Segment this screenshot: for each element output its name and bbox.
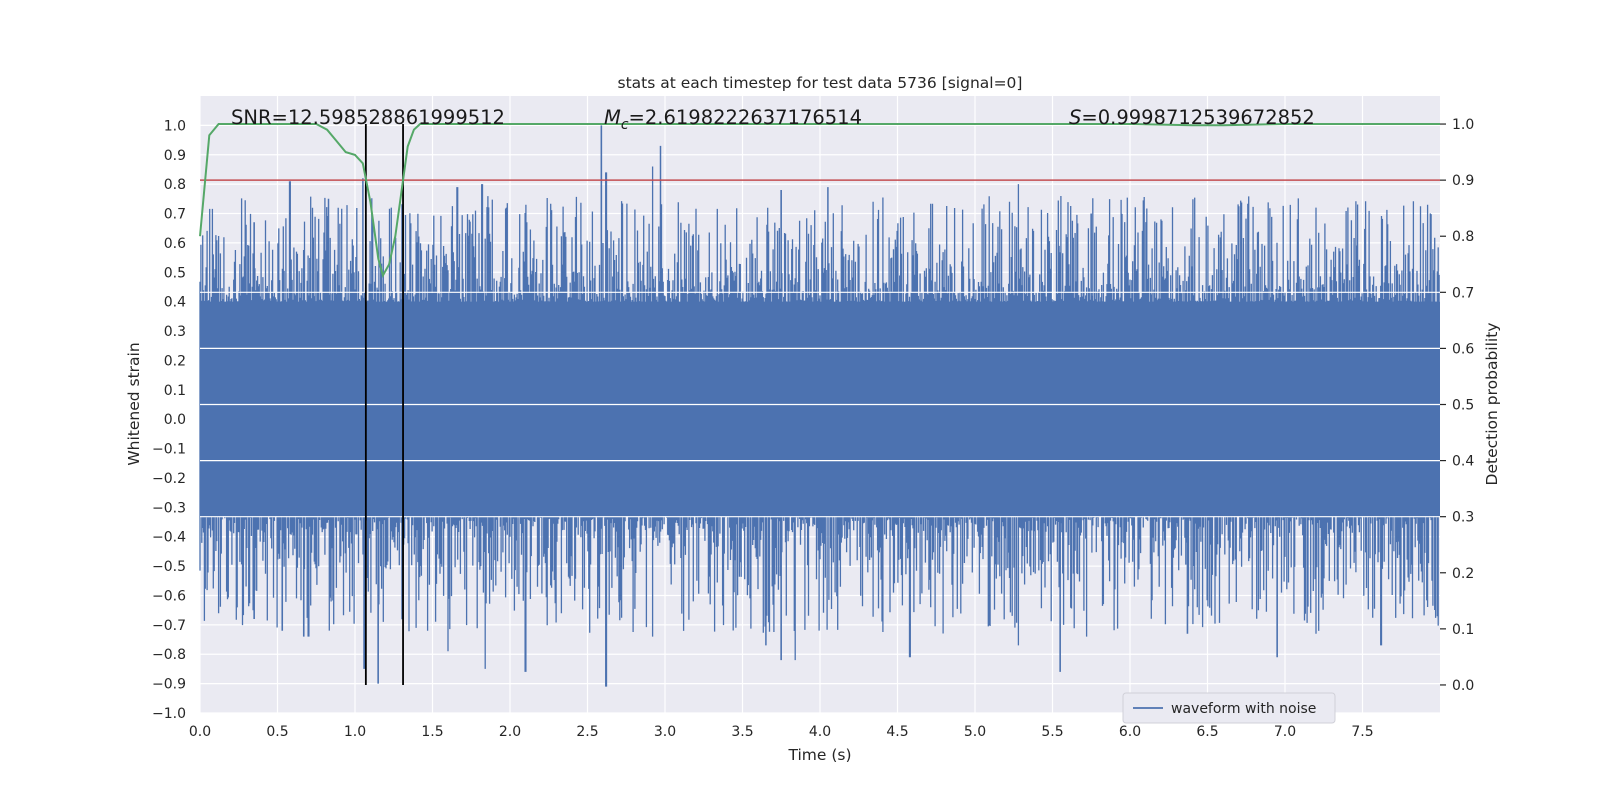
y-left-axis-label: Whitened strain	[125, 342, 143, 465]
y-right-axis-label: Detection probability	[1483, 323, 1501, 486]
x-tick-label: 7.0	[1274, 724, 1296, 740]
y-left-tick-label: −0.8	[152, 647, 186, 663]
s-value: =0.9998712539672852	[1081, 106, 1314, 129]
x-tick-label: 0.0	[189, 724, 211, 740]
y-left-tick-label: −0.6	[152, 588, 186, 604]
y-left-tick-label: 0.1	[164, 383, 186, 399]
y-right-tick-label: 0.8	[1452, 229, 1474, 245]
y-left-tick-label: 0.7	[164, 207, 186, 223]
y-right-tick-label: 0.9	[1452, 173, 1474, 189]
x-tick-label: 7.5	[1351, 724, 1373, 740]
legend: waveform with noise	[1122, 692, 1336, 724]
x-axis-label: Time (s)	[787, 746, 851, 764]
legend-box	[1122, 692, 1336, 724]
y-left-tick-label: −0.4	[152, 530, 186, 546]
x-tick-label: 3.5	[731, 724, 753, 740]
y-left-tick-label: 0.4	[164, 295, 186, 311]
mc-value: =2.6198222637176514	[629, 106, 862, 129]
y-right-tick-label: 0.5	[1452, 398, 1474, 414]
y-left-tick-label: −0.2	[152, 471, 186, 487]
x-tick-label: 0.5	[266, 724, 288, 740]
waveform-series	[199, 125, 1440, 687]
y-right-tick-label: 0.3	[1452, 510, 1474, 526]
y-left-tick-label: 0.2	[164, 353, 186, 369]
x-tick-label: 6.0	[1119, 724, 1141, 740]
mc-subscript: c	[621, 117, 629, 133]
overlay	[199, 123, 1440, 685]
y-right-tick-label: 0.1	[1452, 622, 1474, 638]
x-tick-label: 4.5	[886, 724, 908, 740]
s-annotation: S=0.9998712539672852	[1069, 106, 1315, 129]
y-left-tick-label: 0.9	[164, 148, 186, 164]
x-tick-label: 3.0	[654, 724, 676, 740]
x-tick-label: 5.0	[964, 724, 986, 740]
snr-annotation: SNR=12.598528861999512	[231, 106, 505, 129]
y-left-axis-ticks: 1.0 0.9 0.8 0.7 0.6 0.5 0.4 0.3 0.2 0.1 0.0 −0.1 −0.…	[152, 118, 186, 722]
y-left-tick-label: −0.1	[152, 442, 186, 458]
y-left-tick-label: −0.5	[152, 559, 186, 575]
x-tick-label: 1.5	[421, 724, 443, 740]
y-right-tick-label: 1.0	[1452, 117, 1474, 133]
y-right-tick-label: 0.7	[1452, 285, 1474, 301]
y-right-tick-label: 0.4	[1452, 454, 1474, 470]
x-tick-label: 4.0	[809, 724, 831, 740]
x-axis-ticks: 0.0 0.5 1.0 1.5 2.0 2.5 3.0 3.5 4.0 4.5 5.0 5.5 6.0 6…	[189, 724, 1374, 740]
waveform-band	[200, 301, 1440, 517]
s-symbol: S	[1069, 106, 1081, 129]
y-left-tick-label: 0.8	[164, 177, 186, 193]
y-left-tick-label: 0.6	[164, 236, 186, 252]
x-tick-label: 6.5	[1196, 724, 1218, 740]
probability-line	[199, 123, 1440, 279]
x-tick-label: 1.0	[344, 724, 366, 740]
y-left-tick-label: 0.5	[164, 265, 186, 281]
mc-symbol: M	[604, 106, 621, 129]
y-left-tick-label: −0.7	[152, 618, 186, 634]
y-right-axis-ticks: 1.0 0.9 0.8 0.7 0.6 0.5 0.4 0.3 0.2 0.1 0.0	[1440, 117, 1474, 694]
y-left-tick-label: 0.3	[164, 324, 186, 340]
y-right-tick-label: 0.2	[1452, 566, 1474, 582]
chart-title: stats at each timestep for test data 573…	[618, 74, 1023, 92]
y-left-tick-label: 1.0	[164, 118, 186, 134]
y-right-tick-label: 0.0	[1452, 678, 1474, 694]
x-tick-label: 2.0	[499, 724, 521, 740]
y-right-tick-label: 0.6	[1452, 341, 1474, 357]
x-tick-label: 5.5	[1041, 724, 1063, 740]
y-left-tick-label: −1.0	[152, 706, 186, 722]
y-left-tick-label: −0.3	[152, 500, 186, 516]
legend-label-waveform: waveform with noise	[1171, 701, 1316, 717]
mc-annotation: Mc=2.6198222637176514	[604, 106, 862, 133]
y-left-tick-label: 0.0	[164, 412, 186, 428]
y-left-tick-label: −0.9	[152, 677, 186, 693]
x-tick-label: 2.5	[576, 724, 598, 740]
